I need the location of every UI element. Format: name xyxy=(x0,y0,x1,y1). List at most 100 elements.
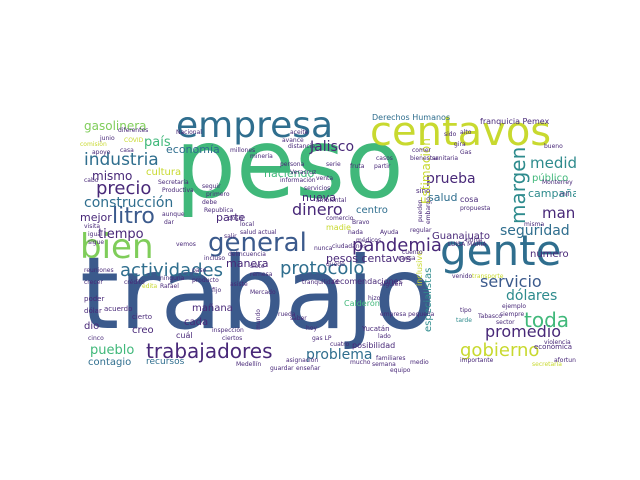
word: Calderón xyxy=(344,299,380,308)
word: mundo xyxy=(255,309,262,330)
word: violencia xyxy=(544,339,571,346)
word: mañana xyxy=(192,303,233,314)
word: delincuencia xyxy=(228,251,266,258)
word: incluso xyxy=(204,255,226,262)
word: lado xyxy=(378,333,391,340)
word: sigue xyxy=(88,239,105,246)
word: gas LP xyxy=(312,335,332,342)
word: servicios xyxy=(304,185,331,192)
word: aunque xyxy=(162,211,185,218)
word: Gas xyxy=(460,149,472,156)
word: causa xyxy=(398,255,416,262)
word: campaña xyxy=(528,187,576,200)
word: trabajo xyxy=(80,235,436,352)
word: tarde xyxy=(456,317,472,324)
word: sino xyxy=(416,187,431,195)
word: mano xyxy=(542,204,576,222)
word: mucho xyxy=(350,359,371,366)
word: reuniones xyxy=(84,267,114,274)
word: Monterrey xyxy=(542,179,573,186)
word: madie xyxy=(326,223,351,232)
word: familiares xyxy=(376,355,406,362)
word: información xyxy=(280,177,316,184)
word: pandemia xyxy=(352,235,442,256)
word: nada xyxy=(348,229,363,236)
word: toda xyxy=(524,308,570,332)
word: alto xyxy=(460,129,472,136)
word: visita xyxy=(84,223,101,230)
word: equipo xyxy=(390,367,411,374)
word: hizo xyxy=(368,295,381,302)
word: aceite xyxy=(290,129,309,136)
word: cuatro xyxy=(330,341,350,348)
word: Mercado xyxy=(250,289,276,296)
word: ciertos xyxy=(222,335,243,342)
word: diferentes xyxy=(118,127,149,134)
word: enseñar xyxy=(296,365,321,372)
word: Tabasco xyxy=(478,313,502,320)
word: tipo xyxy=(460,307,472,314)
word: semana xyxy=(372,361,396,368)
word: manera xyxy=(226,257,269,270)
word: cada xyxy=(184,317,209,328)
word: avance xyxy=(282,137,304,144)
word: prueba xyxy=(426,171,476,187)
word: siempre xyxy=(500,311,525,318)
word: público xyxy=(532,173,569,184)
word: remesa xyxy=(250,271,273,278)
word: misma xyxy=(524,221,545,228)
word: cuál xyxy=(176,331,193,340)
word: secretaría xyxy=(532,361,562,368)
word: paso xyxy=(192,267,207,274)
word: peso xyxy=(175,108,404,220)
word: bueno xyxy=(544,143,563,150)
word: gasolinera xyxy=(84,119,147,133)
word: empresa xyxy=(176,105,334,146)
word: pueblo xyxy=(90,343,135,358)
word: dosis xyxy=(228,215,244,222)
word: litro xyxy=(112,204,155,229)
word: millones xyxy=(230,147,256,154)
word: Jalisco xyxy=(310,139,355,155)
word: pesos centavos xyxy=(326,252,412,265)
word: bien xyxy=(80,227,154,267)
word: nunca xyxy=(314,245,333,252)
word: persona xyxy=(280,161,305,168)
word: fruta xyxy=(350,163,365,170)
word: actividades xyxy=(120,260,223,281)
word: medida xyxy=(530,154,576,172)
word: cuento xyxy=(402,249,423,256)
word: venido xyxy=(452,273,473,280)
word: ejemplo xyxy=(502,303,527,310)
word: regular xyxy=(410,227,432,234)
word: asignación xyxy=(286,357,319,364)
word: tiempo xyxy=(98,227,144,242)
word: cinco xyxy=(88,335,104,342)
word: seguir xyxy=(202,183,221,190)
word: medio xyxy=(410,359,429,366)
word: gira xyxy=(454,141,466,148)
word: sanitaria xyxy=(432,155,459,162)
word: haciendo xyxy=(264,167,315,180)
word: crédito xyxy=(124,279,145,286)
word: embargo xyxy=(425,197,432,224)
word: cultura xyxy=(146,167,182,178)
word: contagio xyxy=(88,357,132,368)
word: dólares xyxy=(506,288,558,304)
word: ciudadanos xyxy=(332,243,367,250)
word: producto xyxy=(192,277,219,284)
word: salud actual xyxy=(240,229,277,236)
word: importante xyxy=(460,357,494,364)
word: ambiental xyxy=(316,197,347,204)
word: quedó xyxy=(326,261,345,268)
word: Bravo xyxy=(352,219,370,226)
word: economía xyxy=(166,143,220,156)
word: inspección xyxy=(212,327,244,334)
word: promedio xyxy=(485,322,561,341)
word: hoy xyxy=(306,325,318,332)
word: dinero xyxy=(292,200,343,219)
word: número xyxy=(530,249,569,260)
word: gobierno xyxy=(460,340,540,361)
word: trabajadores xyxy=(146,339,273,363)
word: Veracruz xyxy=(290,169,317,176)
